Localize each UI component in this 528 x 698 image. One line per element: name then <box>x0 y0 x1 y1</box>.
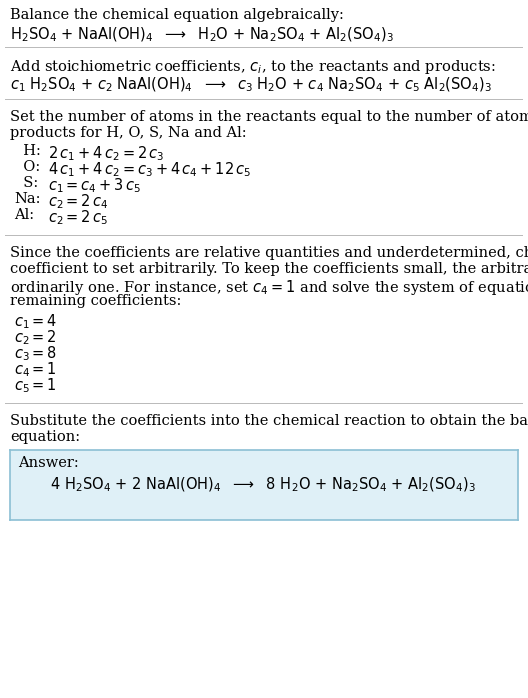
Text: $c_4 = 1$: $c_4 = 1$ <box>14 360 57 379</box>
Text: O:: O: <box>14 160 40 174</box>
Text: Al:: Al: <box>14 208 34 222</box>
Text: Balance the chemical equation algebraically:: Balance the chemical equation algebraica… <box>10 8 344 22</box>
Text: products for H, O, S, Na and Al:: products for H, O, S, Na and Al: <box>10 126 247 140</box>
Text: ordinarily one. For instance, set $c_4 = 1$ and solve the system of equations fo: ordinarily one. For instance, set $c_4 =… <box>10 278 528 297</box>
Text: S:: S: <box>14 176 38 190</box>
Text: $\mathrm{H_2SO_4}$ + NaAl(OH)$\mathrm{_4}$  $\longrightarrow$  $\mathrm{H_2}$O +: $\mathrm{H_2SO_4}$ + NaAl(OH)$\mathrm{_4… <box>10 26 394 45</box>
Text: $c_1 = c_4 + 3\,c_5$: $c_1 = c_4 + 3\,c_5$ <box>48 176 142 195</box>
Text: $c_2 = 2\,c_4$: $c_2 = 2\,c_4$ <box>48 192 109 211</box>
Text: $2\,c_1 + 4\,c_2 = 2\,c_3$: $2\,c_1 + 4\,c_2 = 2\,c_3$ <box>48 144 165 163</box>
Text: $c_2 = 2$: $c_2 = 2$ <box>14 328 57 347</box>
Text: Set the number of atoms in the reactants equal to the number of atoms in the: Set the number of atoms in the reactants… <box>10 110 528 124</box>
Text: Answer:: Answer: <box>18 456 79 470</box>
Text: Add stoichiometric coefficients, $c_i$, to the reactants and products:: Add stoichiometric coefficients, $c_i$, … <box>10 58 496 76</box>
Text: equation:: equation: <box>10 430 80 444</box>
Text: $c_2 = 2\,c_5$: $c_2 = 2\,c_5$ <box>48 208 108 227</box>
Text: $c_5 = 1$: $c_5 = 1$ <box>14 376 57 394</box>
Text: $4\ \mathrm{H_2SO_4}$ + $2$ NaAl(OH)$\mathrm{_4}$  $\longrightarrow$  $8\ \mathr: $4\ \mathrm{H_2SO_4}$ + $2$ NaAl(OH)$\ma… <box>50 476 476 494</box>
Text: Since the coefficients are relative quantities and underdetermined, choose a: Since the coefficients are relative quan… <box>10 246 528 260</box>
Text: Substitute the coefficients into the chemical reaction to obtain the balanced: Substitute the coefficients into the che… <box>10 414 528 428</box>
Text: $c_3 = 8$: $c_3 = 8$ <box>14 344 57 363</box>
Text: $4\,c_1 + 4\,c_2 = c_3 + 4\,c_4 + 12\,c_5$: $4\,c_1 + 4\,c_2 = c_3 + 4\,c_4 + 12\,c_… <box>48 160 251 179</box>
Text: remaining coefficients:: remaining coefficients: <box>10 294 182 308</box>
Text: $c_1 = 4$: $c_1 = 4$ <box>14 312 58 331</box>
Text: coefficient to set arbitrarily. To keep the coefficients small, the arbitrary va: coefficient to set arbitrarily. To keep … <box>10 262 528 276</box>
Text: $c_1$ $\mathrm{H_2SO_4}$ + $c_2$ NaAl(OH)$\mathrm{_4}$  $\longrightarrow$  $c_3$: $c_1$ $\mathrm{H_2SO_4}$ + $c_2$ NaAl(OH… <box>10 76 492 94</box>
Text: Na:: Na: <box>14 192 41 206</box>
Text: H:: H: <box>14 144 41 158</box>
